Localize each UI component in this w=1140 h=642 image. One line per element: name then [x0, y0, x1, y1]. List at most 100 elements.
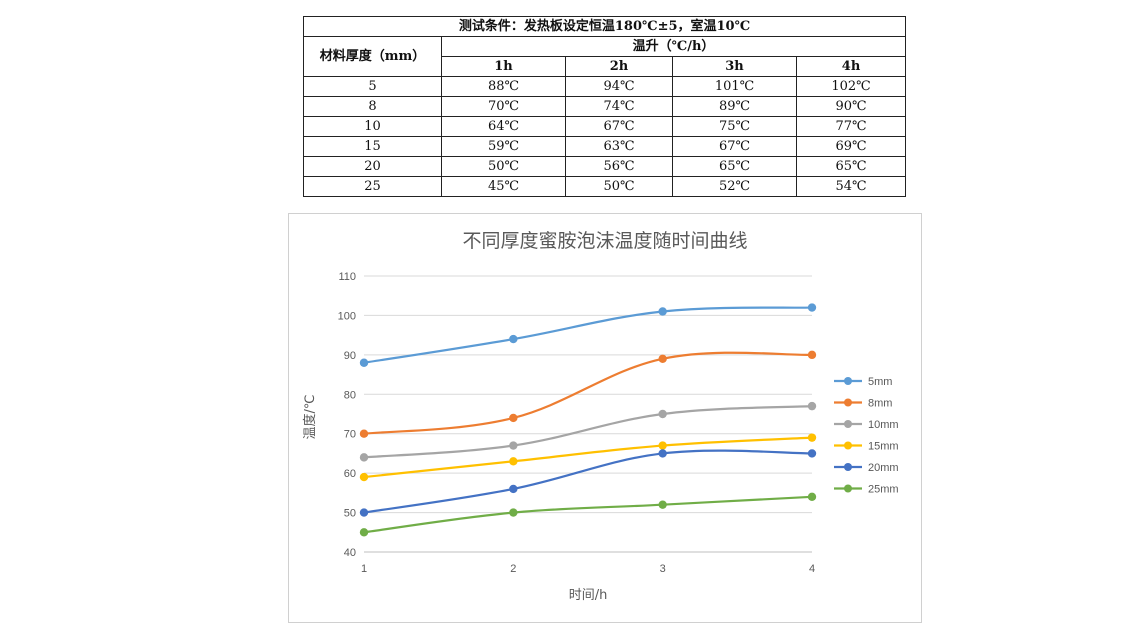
col-header-1h: 1h [441, 56, 566, 77]
data-point [359, 453, 369, 462]
data-point [807, 492, 817, 501]
data-point [658, 500, 667, 509]
data-point [509, 484, 518, 494]
y-tick-label: 70 [344, 429, 356, 441]
legend-item: 10mm [834, 419, 899, 431]
series-5mm [359, 303, 817, 367]
series-20mm [359, 449, 817, 517]
data-point [359, 508, 369, 517]
temperature-cell: 65℃ [795, 156, 907, 177]
series-15mm [359, 433, 817, 482]
legend-swatch-marker [844, 420, 852, 428]
temperature-cell: 65℃ [672, 156, 797, 177]
y-tick-label: 40 [344, 547, 356, 559]
temperature-cell: 56℃ [565, 156, 673, 177]
line-chart: 不同厚度蜜胺泡沫温度随时间曲线 温度/℃ 时间/h 40 50 60 70 80 90 10… [288, 213, 922, 623]
series-line [363, 436, 813, 479]
data-point [658, 354, 667, 363]
data-point [359, 358, 369, 367]
table-row: 5 88℃ 94℃ 101℃ 102℃ [303, 76, 907, 97]
series-lines [359, 303, 817, 537]
legend-label: 10mm [868, 419, 899, 431]
temperature-cell: 101℃ [672, 76, 797, 97]
tick-labels: 40 50 60 70 80 90 100 110 1 2 3 4 [338, 271, 815, 575]
y-tick-label: 110 [338, 271, 356, 283]
temperature-cell: 59℃ [441, 136, 566, 157]
table-row: 25 45℃ 50℃ 52℃ 54℃ [303, 176, 907, 197]
table-row: 20 50℃ 56℃ 65℃ 65℃ [303, 156, 907, 177]
data-point [359, 528, 369, 537]
thickness-cell: 10 [303, 116, 442, 137]
table-row: 8 70℃ 74℃ 89℃ 90℃ [303, 96, 907, 117]
col-header-4h: 4h [795, 56, 907, 77]
series-line [363, 306, 813, 364]
data-point [658, 409, 667, 419]
legend-item: 5mm [834, 376, 892, 388]
legend-swatch-marker [844, 484, 852, 493]
series-25mm [359, 492, 817, 537]
data-point [509, 441, 518, 450]
legend-label: 25mm [868, 484, 899, 496]
legend-swatch-marker [844, 398, 852, 407]
y-tick-label: 100 [338, 310, 356, 322]
x-tick-label: 2 [510, 563, 516, 575]
data-point [359, 429, 369, 438]
x-tick-label: 1 [361, 563, 367, 575]
thickness-cell: 25 [303, 176, 442, 197]
temperature-cell: 50℃ [565, 176, 673, 197]
data-point [807, 350, 817, 360]
data-point [658, 449, 667, 458]
temperature-cell: 67℃ [672, 136, 797, 157]
gridlines [364, 275, 812, 553]
chart-title: 不同厚度蜜胺泡沫温度随时间曲线 [462, 230, 747, 252]
thickness-cell: 8 [303, 96, 442, 117]
y-axis-label: 温度/℃ [302, 395, 318, 440]
legend-label: 8mm [868, 398, 892, 410]
temperature-rise-header: 温升（℃/h） [440, 36, 907, 57]
legend-label: 15mm [868, 441, 899, 453]
thickness-header: 材料厚度（mm） [303, 36, 442, 77]
thickness-cell: 20 [303, 156, 442, 177]
y-tick-label: 80 [344, 389, 356, 401]
temperature-cell: 52℃ [672, 176, 797, 197]
thickness-cell: 15 [303, 136, 442, 157]
thickness-cell: 5 [303, 76, 442, 97]
series-8mm [359, 350, 817, 438]
temperature-cell: 69℃ [795, 136, 907, 157]
col-header-3h: 3h [672, 56, 797, 77]
series-line [363, 405, 813, 459]
temperature-cell: 90℃ [795, 96, 907, 117]
y-tick-label: 50 [344, 508, 356, 520]
legend-label: 20mm [868, 462, 899, 474]
x-tick-label: 3 [660, 563, 666, 575]
series-line [363, 495, 813, 534]
legend-item: 20mm [834, 462, 899, 474]
temperature-cell: 94℃ [565, 76, 673, 97]
data-point [509, 413, 518, 423]
data-point [509, 508, 518, 517]
test-data-table: 测试条件：发热板设定恒温180℃±5，室温10℃ 材料厚度（mm） 温升（℃/h… [302, 16, 907, 197]
table-row: 15 59℃ 63℃ 67℃ 69℃ [303, 136, 907, 157]
temperature-cell: 63℃ [565, 136, 673, 157]
legend-swatch-marker [844, 441, 852, 450]
temperature-cell: 70℃ [441, 96, 566, 117]
series-10mm [359, 401, 817, 462]
data-point [658, 307, 667, 316]
x-axis-label: 时间/h [569, 588, 608, 603]
temperature-cell: 50℃ [441, 156, 566, 177]
data-point [807, 433, 817, 442]
series-line [363, 449, 813, 514]
legend-swatch-marker [844, 377, 852, 385]
data-point [807, 401, 817, 411]
temperature-cell: 75℃ [672, 116, 797, 137]
legend: 5mm 8mm 10mm 15mm 20mm 25mm [834, 376, 899, 496]
legend-item: 8mm [834, 398, 892, 410]
chart-svg: 不同厚度蜜胺泡沫温度随时间曲线 温度/℃ 时间/h 40 50 60 70 80 90 10… [302, 230, 899, 603]
legend-item: 25mm [834, 484, 899, 496]
data-point [509, 457, 518, 466]
temperature-cell: 89℃ [672, 96, 797, 117]
temperature-cell: 77℃ [795, 116, 907, 137]
data-point [658, 441, 667, 450]
col-header-2h: 2h [565, 56, 673, 77]
table-title: 测试条件：发热板设定恒温180℃±5，室温10℃ [302, 16, 907, 37]
